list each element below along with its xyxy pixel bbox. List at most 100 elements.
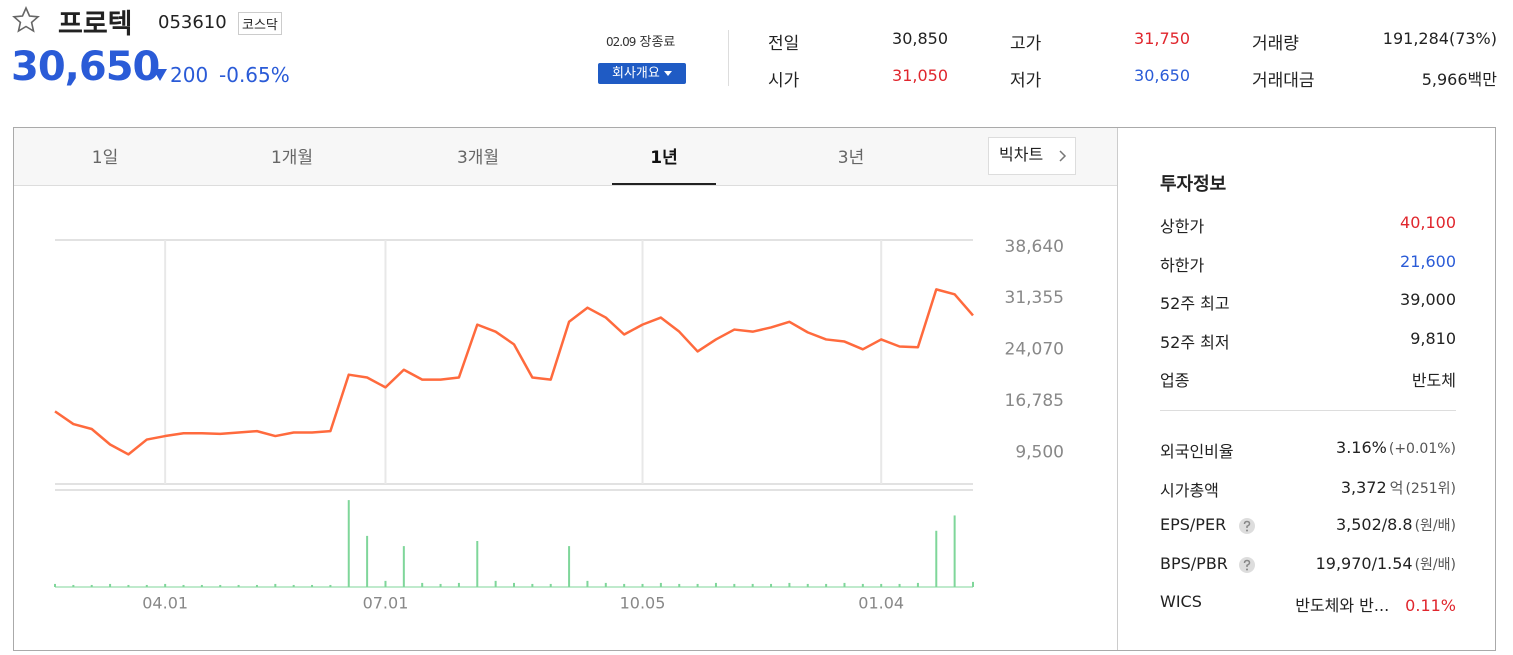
note: 0.11% (1405, 596, 1456, 615)
row-value: 반도체와 반... 0.11% (1295, 592, 1456, 616)
tab[interactable]: 1일 (53, 143, 157, 168)
value: 3,502/8.8 (1335, 515, 1413, 534)
value: 3,372 (1340, 477, 1387, 497)
volume-bar (476, 541, 479, 587)
x-tick-label: 01.04 (858, 594, 904, 613)
volume-bar (384, 580, 387, 587)
row-value: 3,502/8.8 (원/배) (1336, 515, 1456, 535)
quote-value: 30,850 (892, 29, 948, 48)
x-tick-label: 07.01 (363, 594, 409, 613)
row-value: 40,100 (1400, 213, 1456, 232)
quote-value: 30,650 (1134, 66, 1190, 85)
row-value: 9,810 (1410, 329, 1456, 348)
quote-label: 전일 (768, 34, 800, 54)
value: 21,600 (1400, 251, 1456, 271)
big-chart-label: 빅차트 (999, 145, 1044, 164)
volume-bar (788, 582, 791, 587)
y-tick-label: 38,640 (1005, 237, 1064, 257)
row-value: 반도체 (1412, 367, 1456, 391)
volume-bar (935, 530, 938, 587)
row-value: 39,000 (1400, 290, 1456, 309)
down-arrow (153, 69, 167, 81)
volume-bar (861, 583, 864, 587)
row-label: BPS/PBR (1160, 553, 1228, 573)
value: 30,850 (892, 29, 948, 48)
row-label: 업종 (1160, 371, 1190, 390)
note: (원/배) (1414, 518, 1456, 534)
volume-bar (274, 583, 277, 587)
tab[interactable]: 3개월 (426, 143, 530, 168)
row-value: 3.16% (+0.01%) (1336, 438, 1456, 457)
big-chart-button[interactable]: 빅차트 (988, 137, 1076, 175)
value: 39,000 (1400, 290, 1456, 309)
volume-bar (164, 583, 167, 587)
volume-bar (237, 584, 240, 587)
help-icon[interactable] (1238, 556, 1256, 574)
tab[interactable]: 1년 (612, 143, 716, 168)
volume-bar (219, 584, 222, 587)
caret (663, 71, 672, 76)
stock-name: 프로텍 (58, 9, 133, 40)
y-tick-label: 24,070 (1005, 340, 1064, 360)
tab[interactable]: 1개월 (240, 143, 344, 168)
divider (728, 30, 729, 86)
chart: 04.01 07.01 10.05 01.04 38,640 31,355 24,070 16… (54, 237, 1064, 613)
panel-separator (1160, 410, 1456, 411)
stock-code: 053610 (158, 12, 227, 33)
volume-bar (145, 584, 148, 587)
volume-bar (90, 584, 93, 587)
date: 02.09 (606, 35, 636, 49)
volume-bar (641, 583, 644, 587)
quote-label: 거래대금 (1252, 71, 1315, 91)
volume-bar (109, 583, 112, 587)
tab[interactable]: 3년 (799, 143, 903, 168)
chevron (1059, 150, 1067, 162)
volume-bar (182, 584, 185, 587)
x-tick-label: 04.01 (142, 594, 188, 613)
value: 191,284(73%) (1382, 29, 1497, 48)
row-label: EPS/PER (1160, 515, 1227, 534)
volume-bar (714, 582, 717, 587)
volume-bar (972, 581, 974, 587)
value: 9,810 (1410, 328, 1456, 348)
note: (원/배) (1414, 556, 1456, 573)
company-button[interactable]: 회사개요 (598, 63, 686, 84)
quote-label: 저가 (1010, 71, 1042, 91)
volume-bar (806, 583, 809, 587)
note: (+0.01%) (1388, 441, 1456, 457)
quote-value: 5,966백만 (1422, 66, 1497, 90)
value: 반도체 (1411, 371, 1456, 390)
change: 200 (170, 63, 209, 87)
quote-value: 191,284(73%) (1383, 29, 1497, 48)
volume-bar (347, 500, 350, 587)
volume-bar (659, 582, 662, 587)
volume-bar (733, 583, 736, 587)
volume-bar (568, 546, 571, 587)
tab-bar (14, 128, 1117, 186)
value: 3.16% (1336, 438, 1387, 457)
unit: 백만 (1467, 70, 1497, 89)
button-label: 회사개요 (612, 66, 660, 81)
market-status: 02.09 장종료 (606, 31, 675, 50)
volume-bar (916, 582, 919, 587)
row-label: 시가총액 (1160, 480, 1219, 500)
favorite-star[interactable] (11, 5, 41, 35)
value: 5,966 (1421, 70, 1468, 89)
volume-bar (366, 535, 369, 587)
value: 19,970/1.54 (1315, 553, 1413, 573)
volume-bar (770, 583, 773, 587)
row-value: 21,600 (1400, 252, 1456, 271)
volume-bar (72, 584, 75, 587)
volume-bar (696, 583, 699, 587)
volume-bar (825, 583, 828, 587)
x-tick-label: 10.05 (620, 594, 666, 613)
help-icon[interactable] (1238, 517, 1256, 535)
quote-value: 31,750 (1134, 29, 1190, 48)
volume-bar (292, 584, 295, 587)
volume-bar (311, 584, 314, 587)
volume-bar (439, 583, 442, 587)
volume-bar (255, 584, 258, 587)
y-tick-label: 16,785 (1005, 391, 1064, 411)
value: 31,050 (892, 66, 948, 85)
